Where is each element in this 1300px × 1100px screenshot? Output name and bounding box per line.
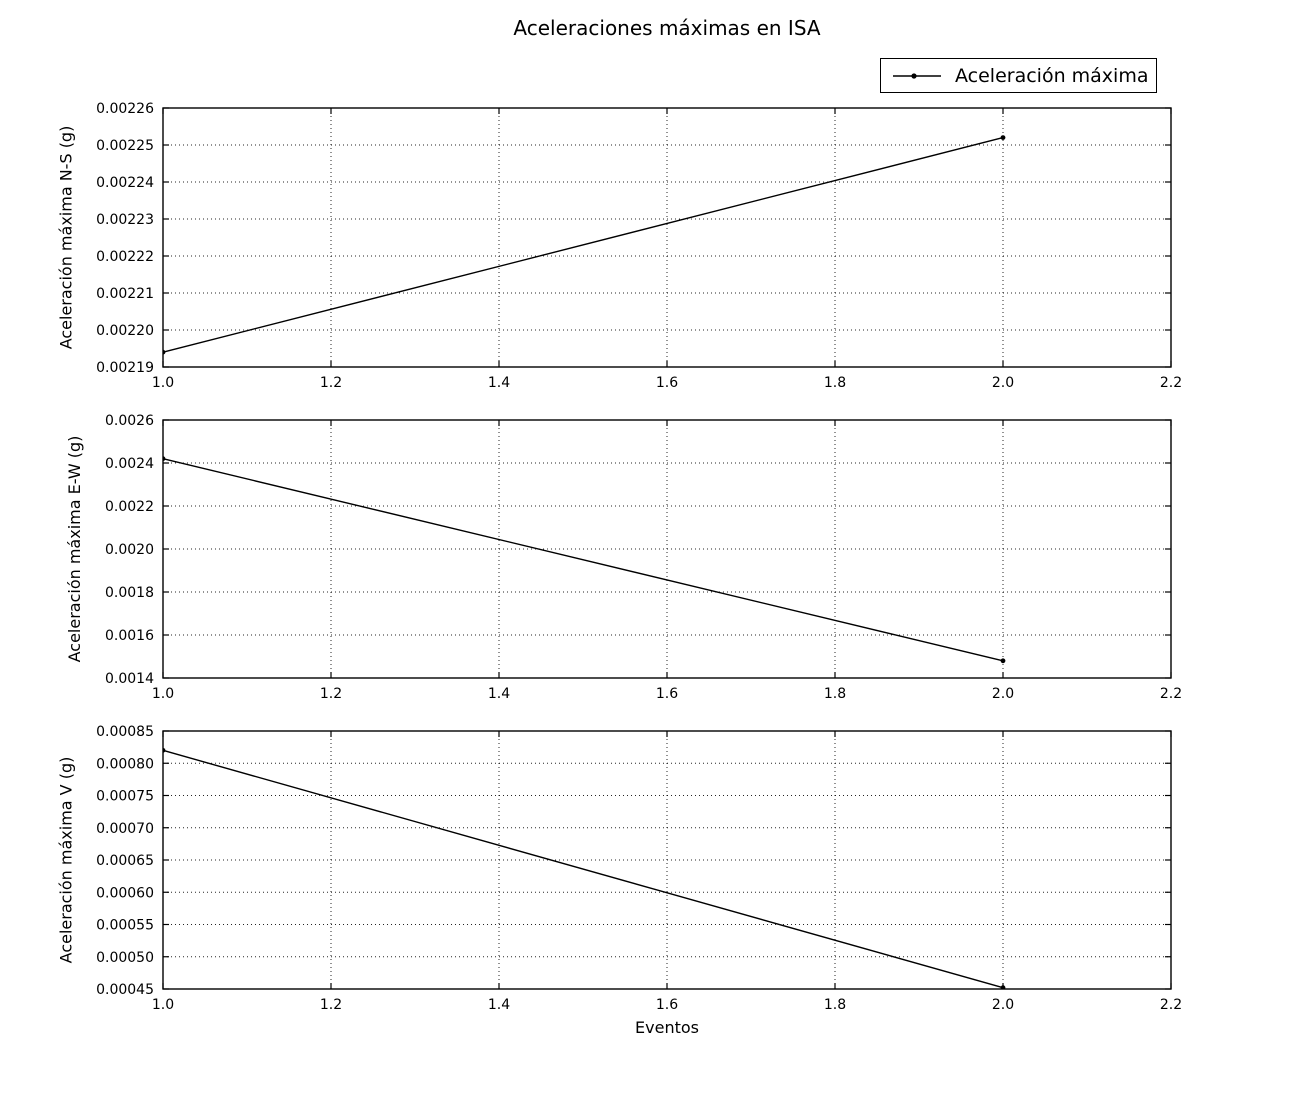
legend: Aceleración máxima <box>880 58 1157 93</box>
legend-dot-marker-icon <box>911 72 917 79</box>
x-tick-label: 2.2 <box>1160 375 1182 391</box>
x-tick-label: 2.0 <box>992 375 1014 391</box>
legend-label: Aceleración máxima <box>955 64 1149 87</box>
x-tick-label: 2.2 <box>1160 686 1182 702</box>
y-tick-label: 0.00080 <box>96 756 154 772</box>
x-tick-label: 1.2 <box>320 997 342 1013</box>
y-tick-label: 0.00224 <box>96 175 154 191</box>
y-tick-label: 0.00222 <box>96 249 154 265</box>
y-tick-label: 0.0018 <box>105 585 154 601</box>
data-point-marker <box>1000 658 1006 664</box>
y-tick-label: 0.00070 <box>96 821 154 837</box>
subplot-1: 1.0 1.2 1.4 1.6 1.8 2.0 2.2 0.00219 0.00220 0.002… <box>56 101 1182 391</box>
data-point-marker <box>1000 135 1006 141</box>
subplot-2: 1.0 1.2 1.4 1.6 1.8 2.0 2.2 0.0014 0.0016 0.0018 0… <box>65 413 1182 702</box>
data-line <box>162 749 1004 989</box>
y-tick-label: 0.00085 <box>96 724 154 740</box>
data-line <box>162 136 1004 353</box>
y-tick-label: 0.0024 <box>105 456 154 472</box>
x-tick-label: 1.0 <box>152 997 174 1013</box>
y-tick-label: 0.00065 <box>96 853 154 869</box>
data-line <box>162 458 1004 662</box>
legend-line-marker-icon <box>893 72 941 79</box>
y-axis-label: Aceleración máxima N-S (g) <box>56 126 75 350</box>
y-tick-label: 0.00060 <box>96 885 154 901</box>
x-tick-label: 1.4 <box>488 375 510 391</box>
x-tick-label: 1.0 <box>152 375 174 391</box>
y-tick-label: 0.00219 <box>96 360 154 376</box>
x-tick-label: 2.2 <box>1160 997 1182 1013</box>
plot-background <box>163 108 1171 367</box>
x-tick-label: 2.0 <box>992 997 1014 1013</box>
y-tick-label: 0.00226 <box>96 101 154 117</box>
x-axis-label: Eventos <box>635 1018 699 1037</box>
subplot-3: 1.0 1.2 1.4 1.6 1.8 2.0 2.2 0.00045 0.00050 0.000… <box>56 724 1182 1013</box>
y-tick-label: 0.00223 <box>96 212 154 228</box>
y-tick-label: 0.00055 <box>96 918 154 934</box>
x-tick-label: 1.2 <box>320 375 342 391</box>
y-tick-label: 0.0020 <box>105 542 154 558</box>
x-tick-label: 1.4 <box>488 997 510 1013</box>
y-tick-label: 0.0022 <box>105 499 154 515</box>
x-tick-label: 1.6 <box>656 686 678 702</box>
y-tick-label: 0.00075 <box>96 789 154 805</box>
y-tick-label: 0.00225 <box>96 138 154 154</box>
x-tick-label: 1.8 <box>824 997 846 1013</box>
x-tick-label: 1.8 <box>824 686 846 702</box>
y-tick-label: 0.00050 <box>96 950 154 966</box>
y-tick-label: 0.00220 <box>96 323 154 339</box>
x-tick-label: 1.6 <box>656 997 678 1013</box>
y-tick-label: 0.00045 <box>96 982 154 998</box>
x-tick-label: 1.6 <box>656 375 678 391</box>
x-tick-label: 1.0 <box>152 686 174 702</box>
x-tick-label: 1.2 <box>320 686 342 702</box>
x-tick-label: 1.8 <box>824 375 846 391</box>
y-tick-label: 0.0016 <box>105 628 154 644</box>
y-tick-label: 0.0026 <box>105 413 154 429</box>
y-tick-label: 0.00221 <box>96 286 154 302</box>
y-tick-label: 0.0014 <box>105 671 154 687</box>
x-tick-label: 1.4 <box>488 686 510 702</box>
y-axis-label: Aceleración máxima V (g) <box>56 757 75 964</box>
figure-title: Aceleraciones máximas en ISA <box>513 16 821 40</box>
data-series <box>162 456 1006 664</box>
y-axis-label: Aceleración máxima E-W (g) <box>65 436 84 663</box>
x-tick-label: 2.0 <box>992 686 1014 702</box>
